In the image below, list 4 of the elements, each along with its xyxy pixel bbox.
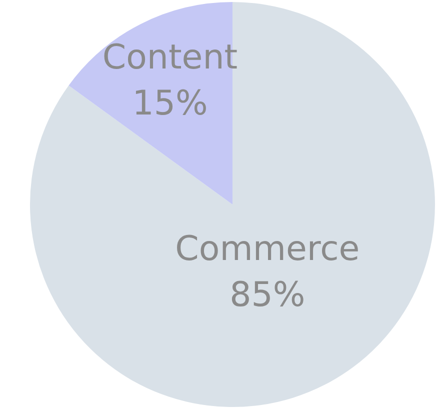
slice-label: Commerce [175,228,360,269]
slice-label: Content [102,38,238,78]
data-label: 85% [230,274,306,315]
data-label: 15% [132,84,208,124]
